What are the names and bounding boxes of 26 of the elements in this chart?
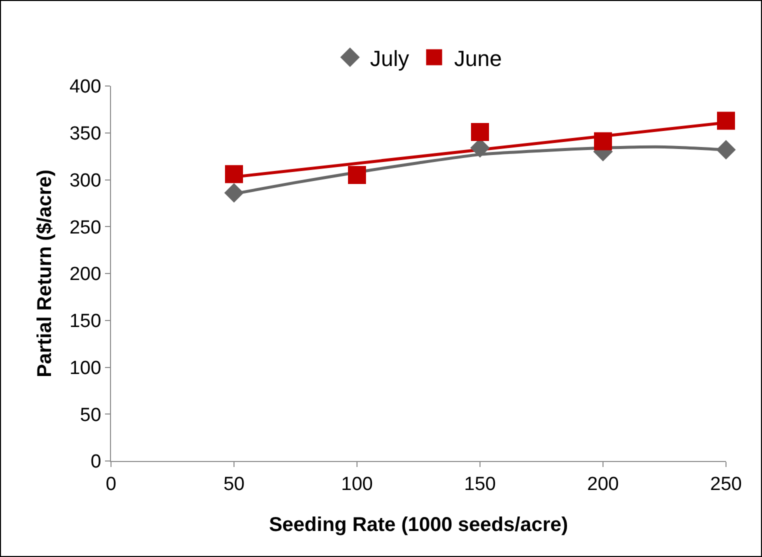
legend-label: July	[370, 46, 410, 71]
x-tick-label: 0	[106, 474, 116, 495]
x-tick-label: 250	[710, 474, 742, 495]
point	[225, 165, 243, 184]
y-tick-label: 50	[80, 404, 102, 426]
point	[594, 132, 612, 150]
y-tick-label: 400	[69, 76, 102, 98]
x-tick-label: 150	[464, 474, 496, 495]
y-tick-label: 200	[69, 264, 102, 286]
legend-label: June	[454, 46, 502, 71]
x-axis-title: Seeding Rate (1000 seeds/acre)	[268, 514, 568, 536]
y-tick-label: 300	[69, 170, 102, 192]
point	[471, 122, 489, 141]
point	[716, 140, 736, 160]
point	[717, 112, 735, 130]
y-tick-label: 250	[69, 217, 102, 238]
y-tick-label: 100	[69, 358, 102, 379]
point	[348, 166, 366, 184]
y-tick-label: 350	[69, 124, 102, 145]
x-tick-label: 100	[341, 474, 373, 495]
x-tick-label: 50	[223, 474, 245, 495]
y-axis-title: Partial Return ($/acre)	[34, 170, 56, 378]
point	[224, 183, 244, 203]
x-tick-label: 200	[587, 474, 619, 495]
y-tick-label: 0	[90, 452, 102, 473]
y-tick-label: 150	[69, 311, 102, 332]
